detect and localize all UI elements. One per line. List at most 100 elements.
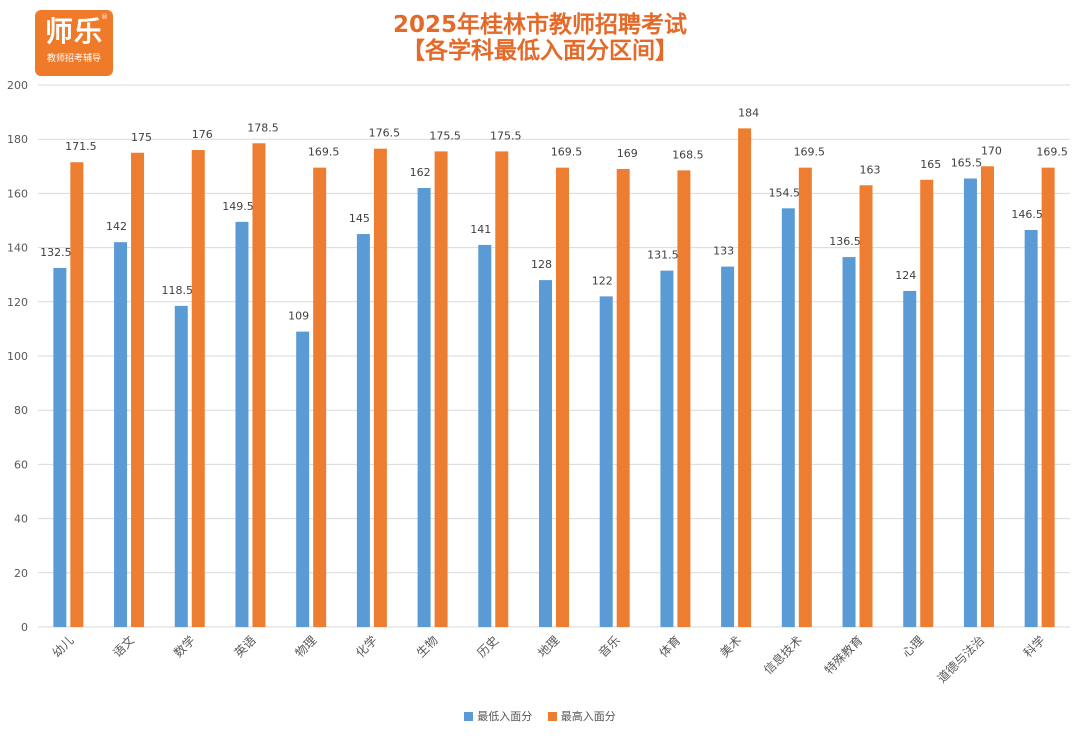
bar-min [478, 244, 492, 627]
x-tick-label: 数学 [170, 633, 198, 661]
bar-min [296, 331, 310, 627]
data-label-max: 170 [981, 144, 1002, 157]
bar-min [235, 221, 249, 628]
bar-max [191, 150, 205, 628]
chart-title-line1: 2025年桂林市教师招聘考试 [392, 12, 687, 38]
data-label-min: 142 [106, 220, 127, 233]
bar-max [313, 167, 327, 627]
data-label-min: 162 [410, 166, 431, 179]
bar-min [114, 242, 128, 627]
data-label-min: 128 [531, 258, 552, 271]
chart-title-line2: 【各学科最低入面分区间】 [402, 38, 678, 64]
x-tick-label: 信息技术 [760, 633, 805, 678]
legend-item-min: 最低入面分 [464, 708, 532, 724]
data-label-max: 163 [860, 163, 881, 176]
data-label-min: 109 [288, 310, 309, 323]
registered-mark: ® [101, 13, 108, 21]
y-tick-label: 200 [7, 79, 28, 92]
data-label-max: 178.5 [247, 121, 279, 134]
y-tick-label: 0 [21, 621, 28, 634]
bar-min [417, 187, 431, 628]
data-label-max: 169 [617, 147, 638, 160]
data-label-max: 169.5 [794, 146, 826, 159]
brand-logo: 师乐 教师招考辅导 ® [35, 10, 113, 76]
data-label-max: 175.5 [490, 129, 522, 142]
data-label-max: 176.5 [369, 127, 401, 140]
legend-swatch-max [547, 712, 557, 721]
bar-min [174, 305, 188, 627]
y-tick-label: 160 [7, 187, 28, 200]
x-tick-label: 道德与法治 [934, 633, 987, 686]
chart-legend: 最低入面分 最高入面分 [0, 708, 1080, 724]
data-label-min: 118.5 [162, 284, 194, 297]
data-label-max: 169.5 [308, 146, 340, 159]
data-label-min: 131.5 [647, 249, 679, 262]
logo-text: 师乐 [44, 15, 103, 48]
y-tick-label: 80 [14, 404, 28, 417]
data-label-min: 124 [895, 269, 916, 282]
data-label-max: 175.5 [429, 129, 461, 142]
data-label-min: 122 [592, 274, 613, 287]
x-tick-label: 音乐 [595, 633, 623, 661]
bar-max [980, 166, 994, 628]
bar-max [1041, 167, 1055, 627]
legend-label-max: 最高入面分 [560, 710, 616, 723]
x-tick-label: 语文 [110, 633, 138, 661]
bar-min [599, 296, 613, 627]
bar-max [131, 152, 145, 627]
legend-swatch-min [464, 712, 474, 721]
data-label-min: 145 [349, 212, 370, 225]
bar-max [677, 170, 691, 628]
bar-min [539, 280, 552, 627]
x-tick-label: 美术 [717, 633, 744, 660]
data-label-min: 149.5 [222, 200, 254, 213]
bar-min [53, 267, 67, 627]
x-tick-label: 化学 [352, 633, 380, 661]
x-tick-label: 物理 [292, 633, 319, 660]
bar-max [920, 179, 934, 627]
x-tick-label: 生物 [414, 633, 441, 660]
y-tick-label: 180 [7, 133, 28, 146]
data-label-min: 132.5 [40, 246, 72, 259]
legend-item-max: 最高入面分 [547, 708, 616, 724]
y-tick-label: 120 [7, 296, 28, 309]
bar-min [721, 266, 735, 627]
bar-min [963, 178, 977, 627]
bar-max [434, 151, 448, 627]
y-tick-label: 20 [14, 567, 28, 580]
bar-min [660, 270, 674, 627]
legend-label-min: 最低入面分 [477, 710, 533, 723]
data-label-max: 175 [131, 131, 152, 144]
y-tick-label: 140 [7, 242, 28, 255]
bar-max [556, 167, 569, 627]
bar-min [1024, 229, 1038, 628]
x-tick-label: 体育 [656, 633, 684, 661]
bar-min [842, 257, 856, 627]
bar-max [252, 143, 266, 627]
bar-max [616, 169, 630, 627]
bar-max [859, 185, 873, 627]
x-tick-label: 历史 [475, 633, 502, 660]
data-label-min: 165.5 [951, 156, 983, 169]
bar-min [781, 208, 795, 627]
data-label-min: 141 [470, 223, 491, 236]
bar-max [70, 162, 84, 628]
x-tick-label: 特殊教育 [821, 633, 866, 678]
data-label-max: 171.5 [65, 140, 97, 153]
bar-max [798, 167, 812, 627]
bar-max [738, 128, 752, 628]
data-label-min: 146.5 [1011, 208, 1043, 221]
data-label-max: 169.5 [1036, 146, 1068, 159]
data-label-min: 136.5 [829, 235, 861, 248]
y-tick-label: 100 [7, 350, 28, 363]
y-tick-label: 40 [14, 513, 28, 526]
y-tick-label: 60 [14, 458, 28, 471]
x-tick-label: 地理 [535, 633, 562, 660]
data-label-max: 165 [920, 158, 941, 171]
data-label-max: 184 [738, 106, 759, 119]
x-tick-label: 英语 [232, 633, 259, 660]
x-tick-label: 心理 [899, 633, 926, 660]
data-label-max: 169.5 [551, 146, 583, 159]
data-label-min: 133 [713, 245, 734, 258]
